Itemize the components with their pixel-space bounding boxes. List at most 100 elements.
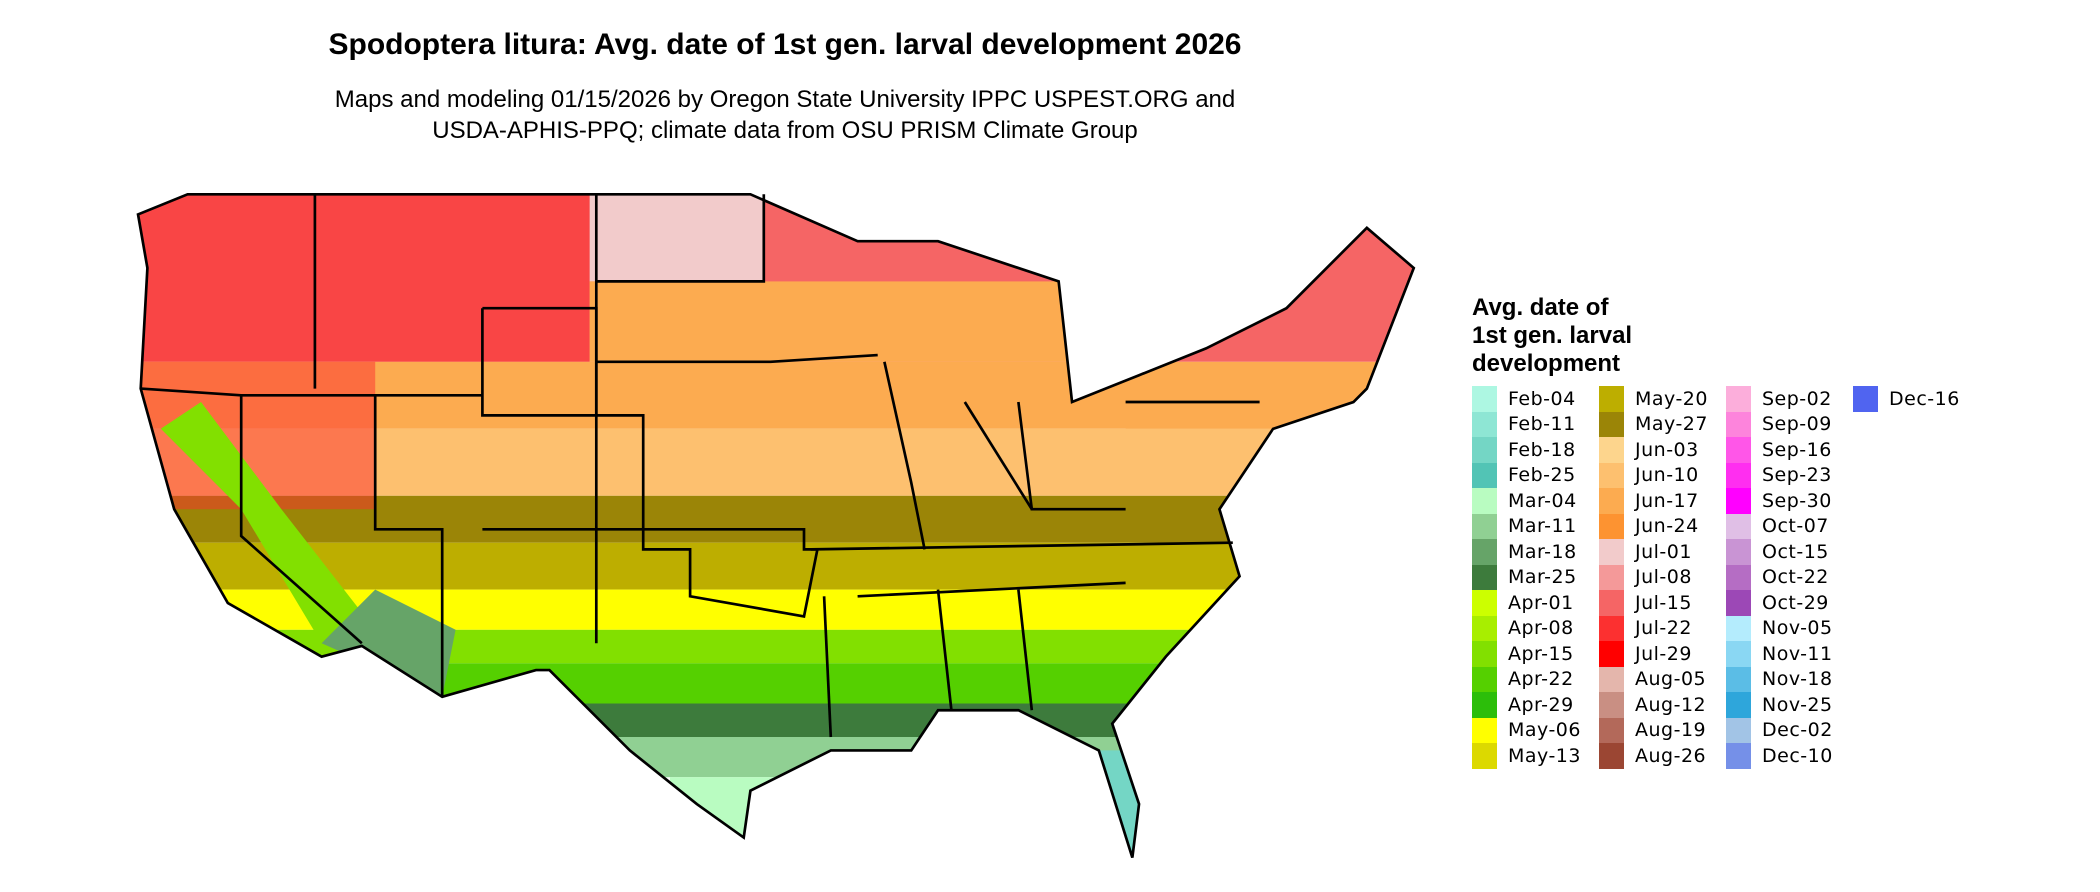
legend-label: Mar-25 [1508,566,1577,589]
legend-item: Dec-02 [1726,717,1853,743]
legend-item: Aug-12 [1599,692,1726,718]
legend-label: Jul-22 [1635,617,1692,640]
legend-label: Apr-01 [1508,591,1574,614]
legend-item: Apr-15 [1472,641,1599,667]
map-title: Spodoptera litura: Avg. date of 1st gen.… [328,28,1242,61]
band-ca-valley [160,402,376,644]
legend-swatch [1599,513,1624,539]
legend-label: May-27 [1635,413,1708,436]
border [936,589,953,711]
legend-swatch [1472,437,1497,463]
legend-item: Jun-17 [1599,488,1726,514]
legend-title-line: development [1472,350,1621,377]
legend-label: May-13 [1508,744,1581,767]
border [596,194,766,283]
legend-label: Sep-02 [1762,387,1832,410]
legend-swatch [1472,488,1497,514]
map-subtitle-line2: USDA-APHIS-PPQ; climate data from OSU PR… [432,117,1138,144]
map-subtitle-line1: Maps and modeling 01/15/2026 by Oregon S… [334,86,1236,113]
legend-item: Dec-16 [1853,386,1980,412]
border [822,596,833,738]
legend-item: Aug-26 [1599,743,1726,769]
legend-item: May-27 [1599,411,1726,437]
legend-label: Feb-25 [1508,464,1576,487]
legend-item: Jun-03 [1599,437,1726,463]
legend-item: Nov-11 [1726,641,1853,667]
legend-item: Jul-29 [1599,641,1726,667]
phenology-raster [138,194,1414,858]
legend-item: Feb-25 [1472,462,1599,488]
legend-item: Jul-22 [1599,615,1726,641]
legend-swatch [1726,641,1751,667]
border [140,387,483,397]
border [481,306,598,417]
legend-item: Sep-09 [1726,411,1853,437]
legend-swatch [1472,666,1497,692]
border [373,395,444,697]
legend-swatch [1472,411,1497,437]
legend-item: Jul-15 [1599,590,1726,616]
legend-swatch [1599,539,1624,565]
legend-item: Jun-10 [1599,462,1726,488]
border [810,541,1233,551]
legend-item: Nov-25 [1726,692,1853,718]
legend-swatch [1472,717,1497,743]
legend-swatch [1472,539,1497,565]
border [641,529,819,618]
legend-swatch [1599,462,1624,488]
legend-item: Feb-18 [1472,437,1599,463]
legend-item: Nov-18 [1726,666,1853,692]
band-mar25 [138,703,1414,737]
legend-label: Oct-15 [1762,540,1829,563]
legend-label: Dec-10 [1762,744,1833,767]
legend-label: Nov-18 [1762,668,1833,691]
legend-swatch [1853,386,1878,412]
legend-swatch [1599,641,1624,667]
legend-item: Mar-11 [1472,513,1599,539]
border [596,414,818,551]
legend-label: Jun-10 [1635,464,1699,487]
legend-item: Sep-02 [1726,386,1853,412]
legend-label: Apr-15 [1508,642,1574,665]
border [239,395,363,645]
legend-title-line: Avg. date of [1472,294,1609,321]
legend-swatch [1599,615,1624,641]
band-may20 [138,542,1414,590]
legend-label: Dec-02 [1762,719,1833,742]
legend-item: Oct-07 [1726,513,1853,539]
legend-swatch [1599,590,1624,616]
legend-swatch [1726,437,1751,463]
legend-swatch [1472,513,1497,539]
legend-swatch [1599,488,1624,514]
legend-item: Apr-29 [1472,692,1599,718]
legend-label: Jul-08 [1635,566,1692,589]
band-florida [1072,750,1180,858]
band-apr22 [138,663,1414,704]
legend-swatch [1472,743,1497,769]
legend-label: Feb-11 [1508,413,1576,436]
legend-swatch [1726,590,1751,616]
border [883,361,926,550]
legend-swatch [1726,386,1751,412]
legend-swatch [1726,488,1751,514]
legend-swatch [1472,615,1497,641]
legend-swatch [1472,641,1497,667]
band-jun17 [589,281,1126,362]
legend-item: Apr-01 [1472,590,1599,616]
legend-item: Oct-22 [1726,564,1853,590]
legend-label: May-20 [1635,387,1708,410]
legend-label: Mar-11 [1508,515,1577,538]
legend-item: May-20 [1599,386,1726,412]
legend-swatch [1472,590,1497,616]
band-jul01-dakota [589,194,764,282]
legend-item: Nov-05 [1726,615,1853,641]
legend-item: Apr-08 [1472,615,1599,641]
legend-label: May-06 [1508,719,1581,742]
legend-item: Jun-24 [1599,513,1726,539]
legend-label: Mar-18 [1508,540,1577,563]
border [596,353,878,364]
legend-item: May-13 [1472,743,1599,769]
band-az-desert [321,589,456,697]
legend-swatch [1726,462,1751,488]
